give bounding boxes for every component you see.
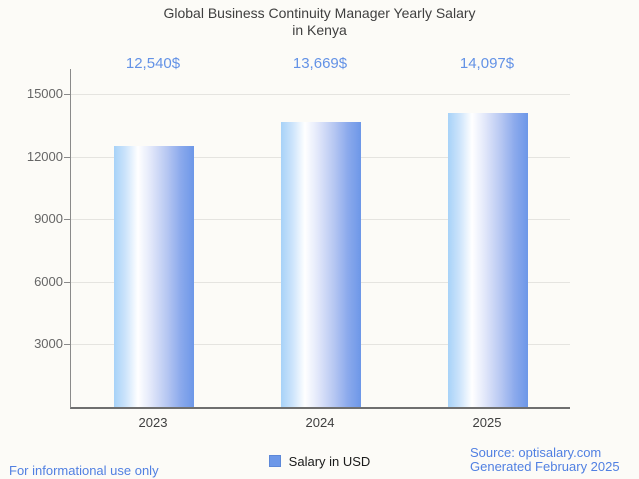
y-tick-mark [64, 219, 71, 220]
plot-area: 15000 12000 9000 6000 3000 [27, 69, 570, 409]
source-text: Source: optisalary.com [470, 445, 602, 460]
y-axis-label-12000: 12000 [26, 149, 63, 164]
bar-2024 [281, 122, 361, 407]
y-axis-label-3000: 3000 [34, 336, 63, 351]
bar-2025 [448, 113, 528, 407]
bar-value-label-2024: 13,669$ [292, 55, 348, 72]
x-axis-label-2024: 2024 [305, 415, 335, 430]
y-axis-label-15000: 15000 [26, 86, 63, 101]
bar-value-label-2023: 12,540$ [125, 55, 181, 72]
chart-title-line2: in Kenya [292, 22, 347, 38]
legend-label: Salary in USD [288, 453, 371, 469]
y-tick-mark [64, 282, 71, 283]
y-tick-mark [64, 344, 71, 345]
source-block: Source: optisalary.com Generated Februar… [470, 446, 620, 474]
gridline-15000 [71, 94, 570, 95]
generated-text: Generated February 2025 [470, 459, 620, 474]
disclaimer-text: For informational use only [9, 463, 159, 478]
y-tick-mark [64, 94, 71, 95]
y-axis-label-9000: 9000 [34, 211, 63, 226]
legend: Salary in USD [0, 453, 639, 469]
y-axis-label-6000: 6000 [34, 274, 63, 289]
x-axis-label-2025: 2025 [472, 415, 502, 430]
bar-value-label-2025: 14,097$ [459, 55, 515, 72]
bar-2023 [114, 145, 194, 407]
chart-title-line1: Global Business Continuity Manager Yearl… [163, 5, 476, 21]
x-axis-label-2023: 2023 [138, 415, 168, 430]
y-tick-mark [64, 157, 71, 158]
chart-title: Global Business Continuity Manager Yearl… [0, 5, 639, 39]
legend-swatch-icon [268, 455, 281, 467]
